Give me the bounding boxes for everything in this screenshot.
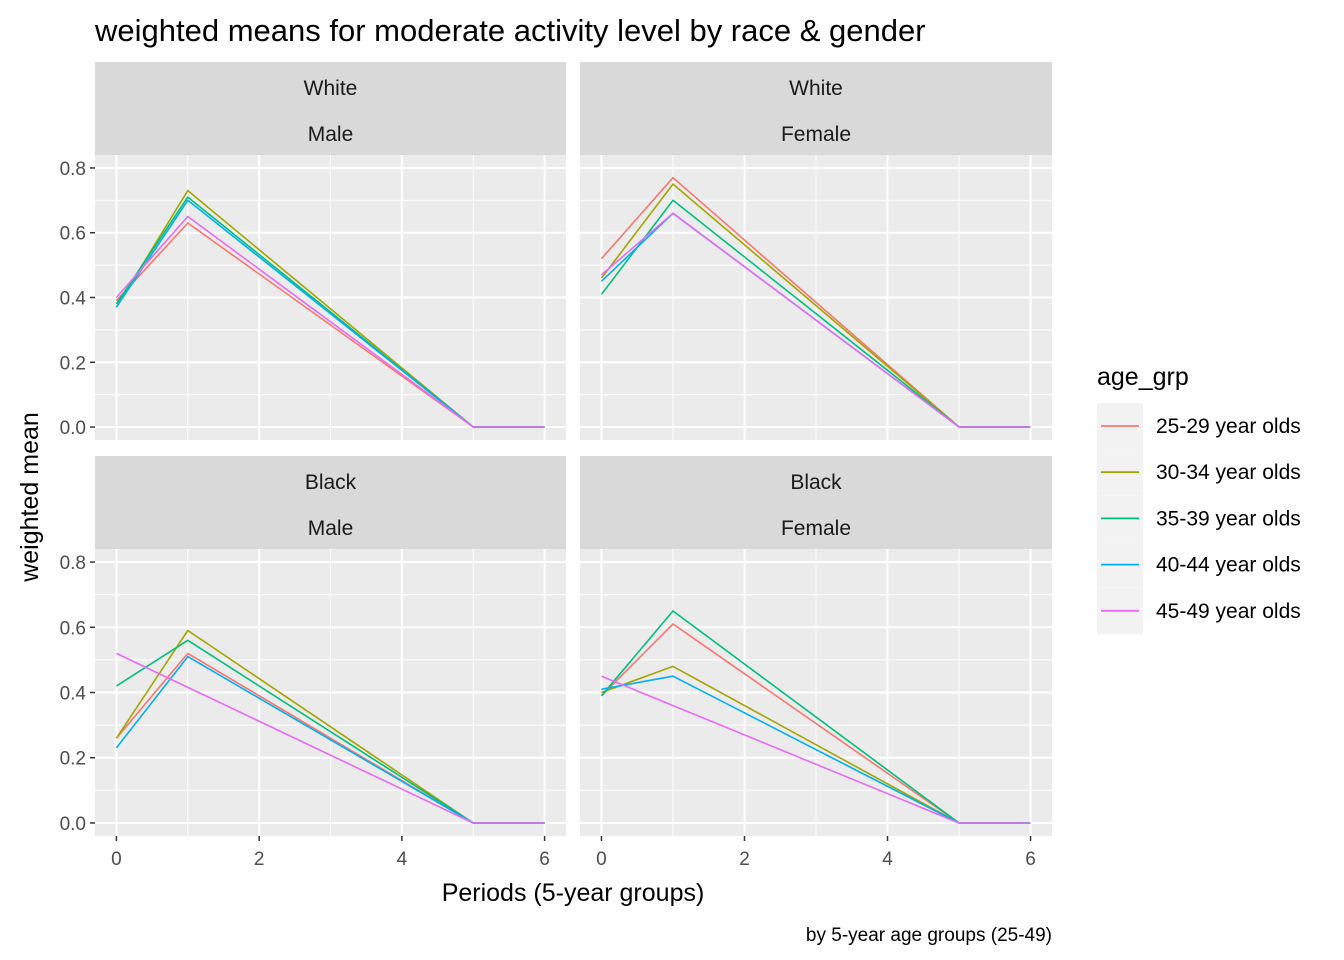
y-tick-label: 0.2 — [60, 749, 86, 770]
chart-caption: by 5-year age groups (25-49) — [806, 925, 1052, 946]
strip-label-gender: Female — [781, 123, 851, 146]
series-line-5 — [601, 675, 1031, 824]
strip-label-gender: Male — [308, 123, 354, 146]
legend-item-4: 40-44 year olds — [1097, 541, 1301, 588]
series-line-5 — [115, 215, 545, 428]
panel-white-male: White Male 0.0 0.2 0.4 0.6 0.8 — [60, 62, 566, 440]
y-tick-label: 0.2 — [60, 353, 86, 374]
facet-panels: WhiteMale0.00.20.40.60.8WhiteFemaleBlack… — [60, 62, 1052, 870]
strip-label-race: Black — [790, 471, 842, 494]
panel-black-male: Black Male 0.0 0.2 0.4 0.6 0.8 0 2 4 6 — [60, 456, 566, 870]
legend-label: 45-49 year olds — [1156, 600, 1301, 623]
legend-item-1: 25-29 year olds — [1097, 403, 1301, 449]
legend-item-5: 45-49 year olds — [1097, 587, 1301, 634]
legend-item-2: 30-34 year olds — [1097, 449, 1301, 496]
x-tick-label: 6 — [1025, 849, 1036, 870]
x-tick-label: 0 — [596, 849, 607, 870]
x-tick-label: 4 — [882, 849, 893, 870]
facet-strip — [95, 456, 566, 549]
chart-title: weighted means for moderate activity lev… — [94, 13, 926, 48]
strip-label-race: White — [789, 77, 843, 100]
series-line-5 — [116, 652, 545, 824]
y-tick-label: 0.4 — [60, 289, 87, 310]
x-tick-label: 0 — [111, 849, 122, 870]
x-axis-title: Periods (5-year groups) — [442, 879, 705, 907]
legend-title: age_grp — [1097, 363, 1189, 391]
panel-white-female: White Female — [580, 62, 1052, 440]
legend-label: 40-44 year olds — [1156, 554, 1301, 577]
strip-label-gender: Female — [781, 517, 851, 540]
y-tick-label: 0.0 — [60, 814, 86, 835]
panel-black-female: Black Female 0 2 4 6 — [580, 456, 1052, 870]
legend-label: 25-29 year olds — [1156, 415, 1301, 438]
x-tick-label: 2 — [739, 849, 750, 870]
y-axis-title: weighted mean — [16, 412, 44, 583]
strip-label-gender: Male — [308, 517, 354, 540]
strip-label-race: Black — [305, 471, 357, 494]
series-line-5 — [600, 212, 1031, 428]
y-tick-label: 0.0 — [60, 418, 86, 439]
y-tick-label: 0.4 — [60, 684, 87, 705]
legend-label: 35-39 year olds — [1156, 507, 1301, 530]
legend-label: 30-34 year olds — [1156, 461, 1301, 484]
legend-items: 25-29 year olds 30-34 year olds 35-39 year… — [1097, 403, 1301, 634]
strip-label-race: White — [304, 77, 358, 100]
x-tick-label: 6 — [539, 849, 550, 870]
legend: age_grp 25-29 year olds 30-34 year olds 35… — [1097, 363, 1301, 634]
legend-item-3: 35-39 year olds — [1097, 495, 1301, 542]
facet-strip — [580, 456, 1052, 549]
y-tick-label: 0.6 — [60, 224, 86, 245]
x-tick-label: 2 — [254, 849, 265, 870]
y-tick-label: 0.6 — [60, 618, 86, 639]
y-tick-label: 0.8 — [60, 159, 86, 180]
y-tick-label: 0.8 — [60, 553, 86, 574]
x-tick-label: 4 — [397, 849, 408, 870]
facet-strip — [580, 62, 1052, 155]
facet-strip — [95, 62, 566, 155]
